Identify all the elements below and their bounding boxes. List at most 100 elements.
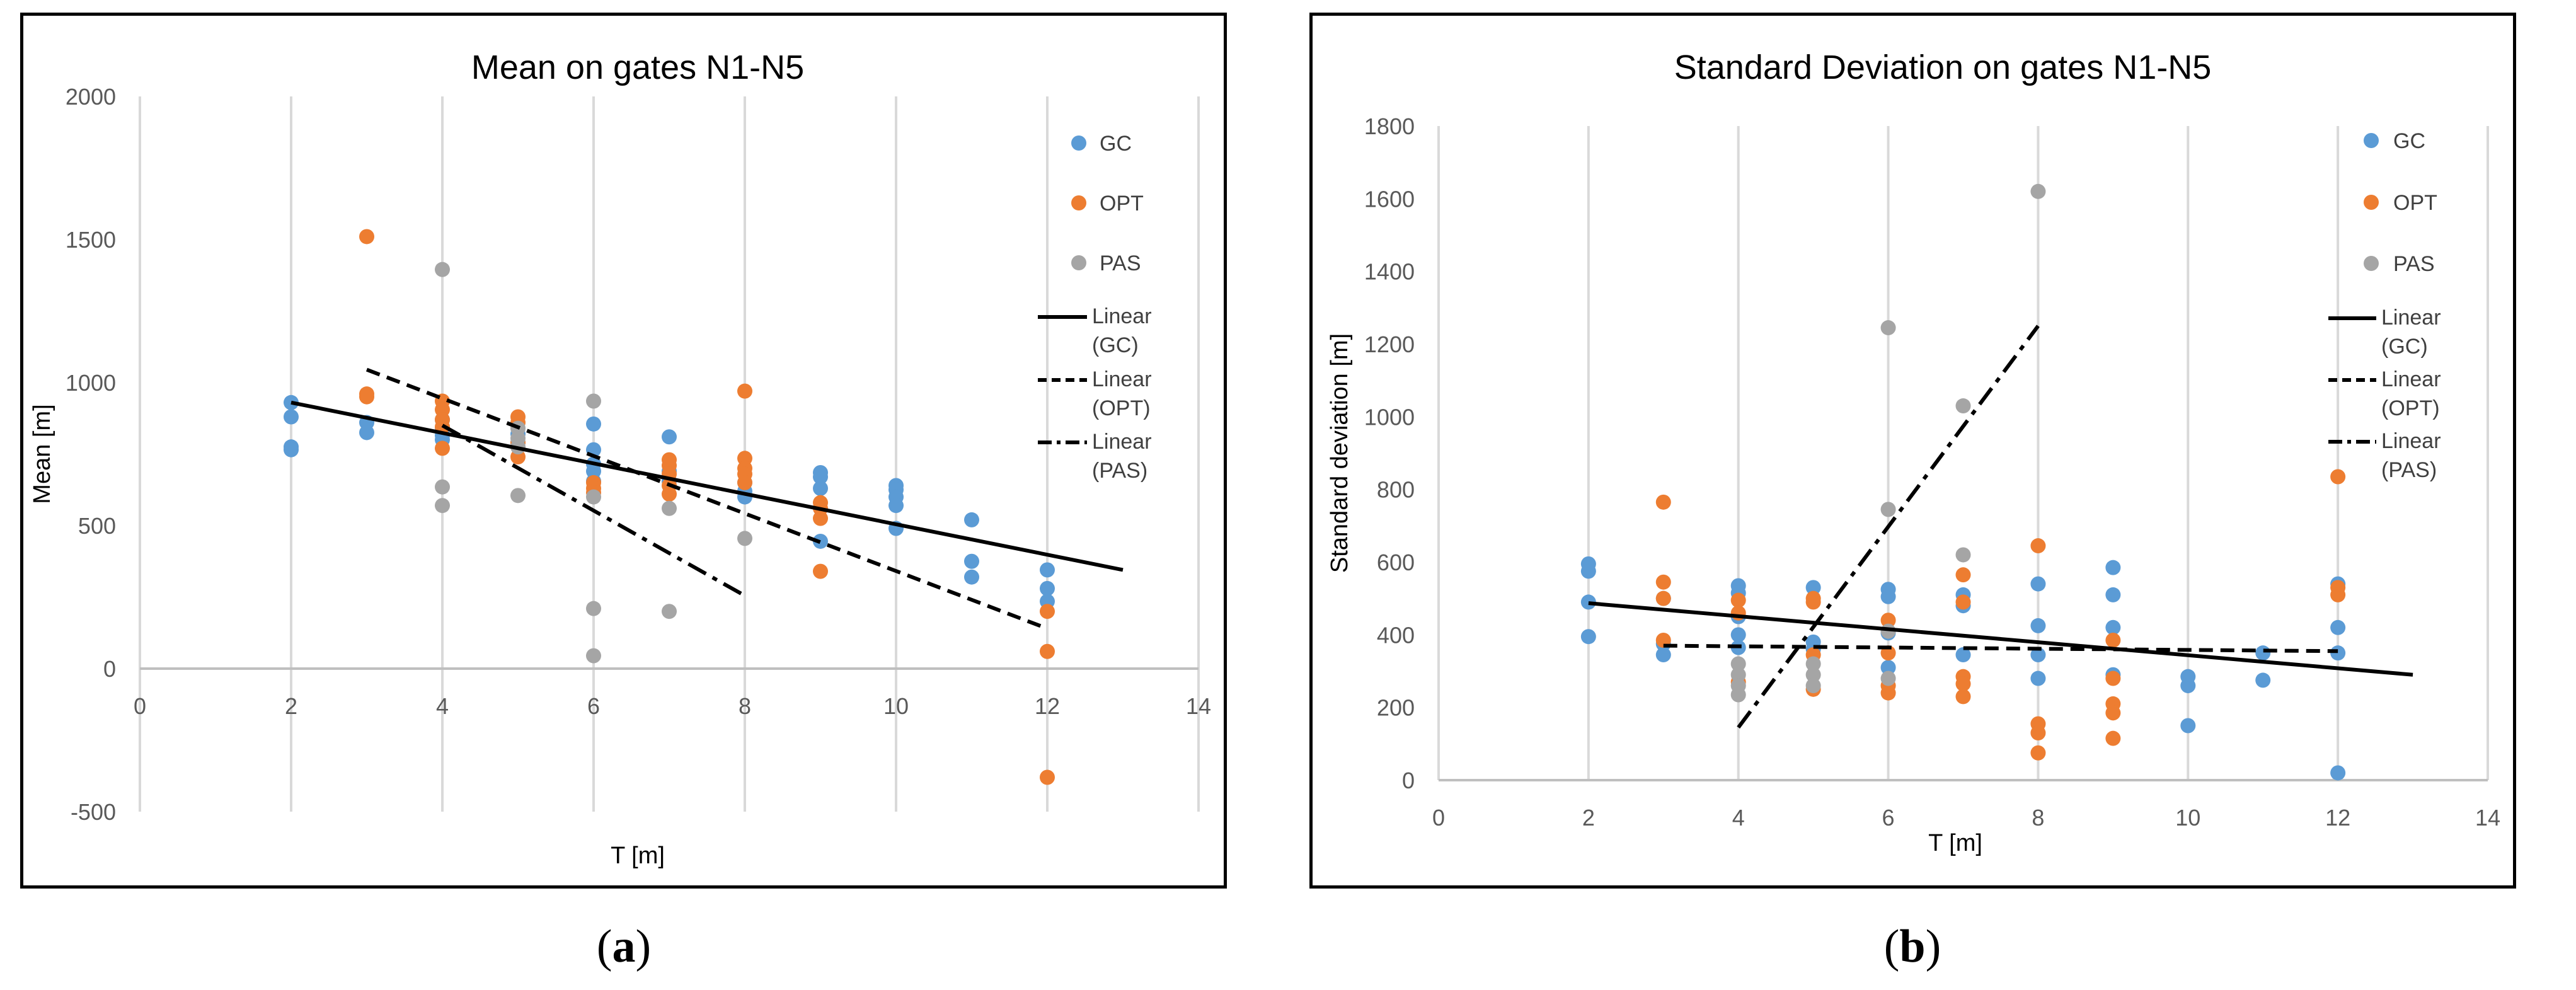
y-tick-label: 0 (1402, 768, 1415, 793)
data-point-gc (586, 416, 601, 432)
y-tick-label: 1000 (1364, 404, 1415, 430)
y-tick-label: 1000 (66, 370, 116, 396)
data-point-gc (662, 429, 677, 445)
y-tick-label: 0 (103, 656, 116, 682)
x-tick-label: 0 (1432, 805, 1445, 831)
data-point-opt (2330, 587, 2346, 602)
x-tick-label: 4 (1732, 805, 1745, 831)
data-point-opt (662, 486, 677, 502)
data-point-gc (1805, 580, 1821, 596)
data-point-pas (1730, 667, 1746, 682)
data-point-opt (737, 475, 752, 490)
data-point-gc (1955, 647, 1971, 663)
data-point-gc (2030, 647, 2046, 663)
data-point-opt (359, 229, 374, 245)
legend-label: Linear (1092, 367, 1152, 391)
data-point-gc (1655, 647, 1671, 663)
std-chart-svg: 0 2 4 6 8 10 12 14 0 200 400 600 800 1000 1200 1400 1600… (1326, 49, 2500, 856)
data-point-opt (1040, 643, 1055, 659)
data-point-gc (2030, 618, 2046, 633)
data-point-gc (2105, 587, 2121, 602)
data-point-gc (2030, 671, 2046, 686)
legend-label: Linear (1092, 304, 1152, 328)
data-point-gc (2180, 678, 2196, 694)
data-point-gc (1580, 563, 1596, 579)
x-tick-label: 14 (1186, 693, 1211, 719)
y-tick-label: 600 (1377, 550, 1415, 575)
data-point-pas (586, 648, 601, 664)
x-axis-label: T [m] (1928, 830, 1982, 856)
legend-label: OPT (2393, 191, 2437, 215)
trendline-linear-gc (290, 400, 1124, 572)
data-point-pas (1805, 667, 1821, 682)
legend-label: (PAS) (1092, 459, 1147, 483)
legend-label: Linear (1092, 430, 1152, 454)
y-tick-label: 1600 (1364, 186, 1415, 212)
data-point-opt (1955, 676, 1971, 692)
data-point-opt (2105, 632, 2121, 648)
data-point-gc (2105, 560, 2121, 575)
y-tick-label: 2000 (66, 84, 116, 110)
subfigure-label-b: (b) (1883, 921, 1941, 972)
data-point-opt (1040, 769, 1055, 785)
x-tick-label: 8 (2032, 805, 2044, 831)
trendline-linear-gc (1588, 601, 2413, 677)
data-point-opt (2105, 705, 2121, 721)
x-tick-label: 14 (2475, 805, 2500, 831)
data-point-pas (586, 489, 601, 505)
x-tick-label: 4 (436, 693, 449, 719)
data-point-gc (964, 512, 979, 527)
trendline-linear-pas (1737, 325, 2040, 729)
x-tick-label: 2 (1582, 805, 1595, 831)
data-point-opt (1880, 685, 1896, 701)
data-point-gc (1880, 660, 1896, 676)
data-point-opt (1880, 613, 1896, 628)
data-point-opt (737, 383, 752, 399)
data-point-opt (2030, 725, 2046, 741)
data-point-opt (1955, 567, 1971, 583)
legend-marker-pas (1071, 255, 1086, 270)
data-point-gc (1580, 629, 1596, 645)
data-point-opt (1655, 590, 1671, 606)
legend-marker-gc (1071, 135, 1086, 151)
data-point-gc (964, 569, 979, 585)
x-axis-label: T [m] (611, 843, 665, 869)
data-point-pas (435, 498, 450, 514)
data-point-gc (1040, 562, 1055, 578)
data-point-pas (510, 488, 526, 504)
data-point-pas (1955, 398, 1971, 414)
data-point-gc (2255, 672, 2271, 688)
data-point-pas (1805, 656, 1821, 672)
x-tick-label: 12 (2325, 805, 2350, 831)
data-point-pas (586, 601, 601, 616)
data-point-opt (1730, 592, 1746, 608)
data-point-pas (2030, 183, 2046, 199)
legend-marker-pas (2364, 256, 2379, 271)
data-point-pas (1730, 656, 1746, 672)
data-point-gc (2180, 718, 2196, 734)
x-tick-label: 0 (134, 693, 146, 719)
legend-marker-opt (2364, 195, 2379, 210)
data-point-opt (813, 510, 828, 526)
data-point-pas (737, 531, 752, 546)
data-point-opt (1655, 494, 1671, 510)
trendline-linear-opt (1663, 643, 2338, 653)
data-point-pas (1730, 687, 1746, 703)
data-point-gc (813, 480, 828, 496)
data-point-pas (1880, 502, 1896, 517)
legend-marker-opt (1071, 195, 1086, 210)
data-point-gc (2255, 645, 2271, 661)
legend-label: Linear (2381, 367, 2441, 391)
y-tick-label: -500 (71, 799, 116, 825)
data-point-pas (1955, 547, 1971, 563)
mean-chart-svg: 0 2 4 6 8 10 12 14 -500 0 500 1000 1500 2000 Mean on g… (29, 49, 1211, 869)
chart-panel-std: 0 2 4 6 8 10 12 14 0 200 400 600 800 1000 1200 1400 1600… (1309, 13, 2516, 889)
data-point-gc (2330, 765, 2346, 781)
trendline-linear-opt (365, 367, 1049, 631)
legend-label: GC (1100, 132, 1132, 156)
chart-title: Mean on gates N1-N5 (471, 49, 804, 86)
legend-marker-gc (2364, 133, 2379, 148)
chart-panel-mean: 0 2 4 6 8 10 12 14 -500 0 500 1000 1500 2000 Mean on g… (20, 13, 1227, 889)
data-point-pas (662, 604, 677, 619)
data-point-opt (359, 389, 374, 405)
